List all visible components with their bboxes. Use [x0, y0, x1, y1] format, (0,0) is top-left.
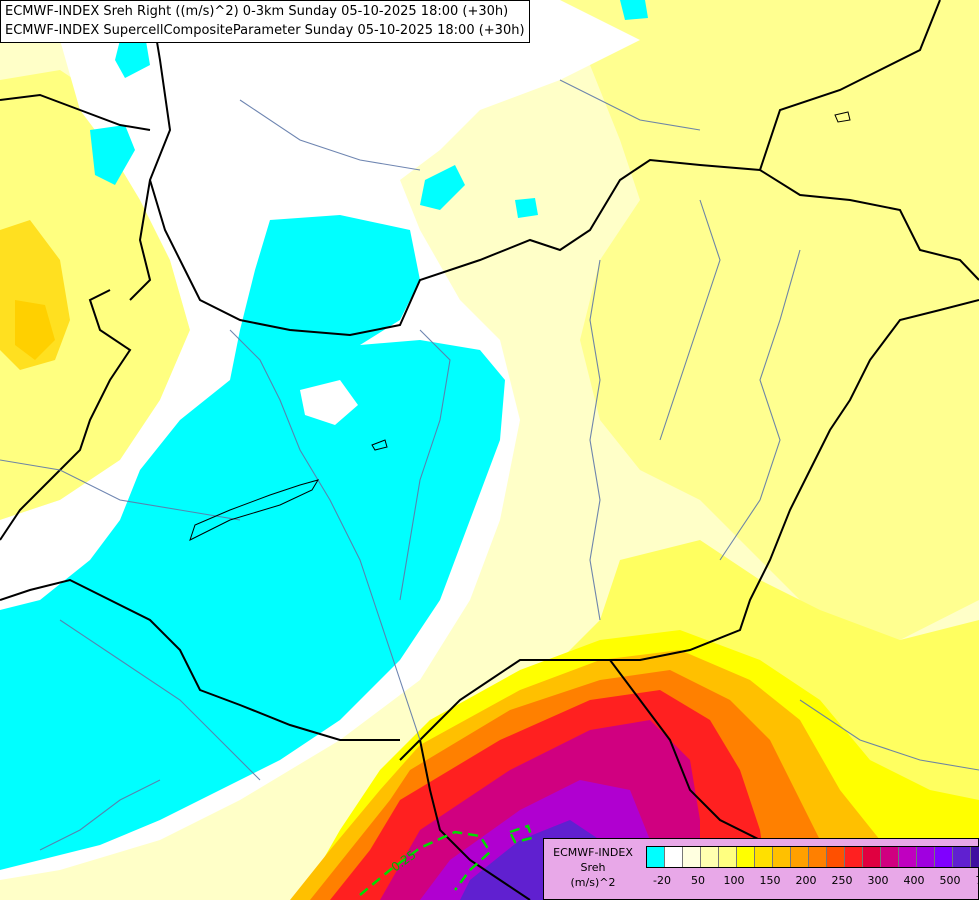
cyan-blob-n — [115, 35, 150, 78]
river-7 — [0, 459, 241, 521]
scp-contour — [359, 824, 534, 896]
legend-title: ECMWF-INDEX Sreh (m/s)^2 — [548, 845, 638, 890]
border-south — [419, 739, 531, 900]
river-10 — [799, 699, 979, 771]
legend-swatch — [647, 847, 665, 867]
legend-swatch — [953, 847, 971, 867]
legend-tick-label: 250 — [831, 874, 853, 887]
legend-tick-label: 500 — [939, 874, 961, 887]
legend-tick-label: -20 — [653, 874, 671, 887]
white-hole — [300, 380, 358, 425]
title-line-1: ECMWF-INDEX Sreh Right ((m/s)^2) 0-3km S… — [5, 4, 509, 19]
legend-ticks: -20 50 100 150 200 250 300 400 500 700 — [646, 874, 979, 888]
border-southwest — [0, 578, 400, 741]
legend-swatch — [917, 847, 935, 867]
legend-swatch — [827, 847, 845, 867]
legend-swatch — [899, 847, 917, 867]
border-west — [0, 289, 132, 541]
cyan-field — [0, 215, 505, 870]
legend-title-line-2: Sreh — [580, 861, 606, 874]
map-title: ECMWF-INDEX Sreh Right ((m/s)^2) 0-3km S… — [0, 0, 530, 43]
lake-small — [371, 439, 388, 451]
legend-tick-label: 400 — [903, 874, 925, 887]
legend-title-line-3: (m/s)^2 — [570, 876, 616, 889]
legend-swatch — [863, 847, 881, 867]
river-8 — [239, 99, 421, 171]
legend-swatch — [737, 847, 755, 867]
border-north-east — [759, 0, 941, 171]
legend-title-line-1: ECMWF-INDEX — [553, 846, 633, 859]
yellow-field-east — [560, 0, 979, 640]
title-line-2: ECMWF-INDEX SupercellCompositeParameter … — [5, 23, 525, 38]
legend-swatch — [881, 847, 899, 867]
river-9 — [559, 79, 701, 131]
legend-swatch — [719, 847, 737, 867]
cyan-blob-nw — [90, 125, 135, 185]
cyan-blob-ne — [420, 165, 465, 210]
border-east — [399, 299, 979, 761]
legend-tick-label: 50 — [691, 874, 705, 887]
legend-swatch — [971, 847, 979, 867]
legend-swatch — [665, 847, 683, 867]
river-4 — [659, 199, 721, 441]
legend: ECMWF-INDEX Sreh (m/s)^2 -20 50 100 150 200 2… — [543, 838, 979, 900]
legend-tick-label: 300 — [867, 874, 889, 887]
lake-ne — [834, 111, 851, 123]
legend-swatch — [935, 847, 953, 867]
legend-swatch — [755, 847, 773, 867]
border-north — [148, 0, 979, 337]
yellow-field-west — [0, 70, 190, 520]
legend-tick-label: 150 — [759, 874, 781, 887]
legend-color-ramp — [646, 846, 979, 868]
cyan-blob-top — [620, 0, 648, 20]
legend-swatch — [773, 847, 791, 867]
legend-tick-label: 700 — [976, 874, 979, 887]
legend-tick-label: 200 — [795, 874, 817, 887]
border-nw — [0, 93, 151, 131]
river-6 — [59, 619, 261, 781]
rivers — [0, 79, 979, 851]
lake-balaton — [189, 479, 320, 541]
legend-swatch — [683, 847, 701, 867]
legend-swatch — [845, 847, 863, 867]
river-1 — [229, 329, 421, 741]
border-west-2 — [129, 179, 152, 301]
legend-swatch — [809, 847, 827, 867]
yellow-spot-west-2 — [15, 300, 55, 360]
river-3 — [589, 259, 601, 621]
river-5 — [719, 249, 801, 561]
legend-tick-label: 100 — [723, 874, 745, 887]
river-11 — [39, 779, 161, 851]
cyan-blob-small — [515, 198, 538, 218]
legend-swatch — [701, 847, 719, 867]
legend-swatch — [791, 847, 809, 867]
river-2 — [399, 329, 451, 601]
